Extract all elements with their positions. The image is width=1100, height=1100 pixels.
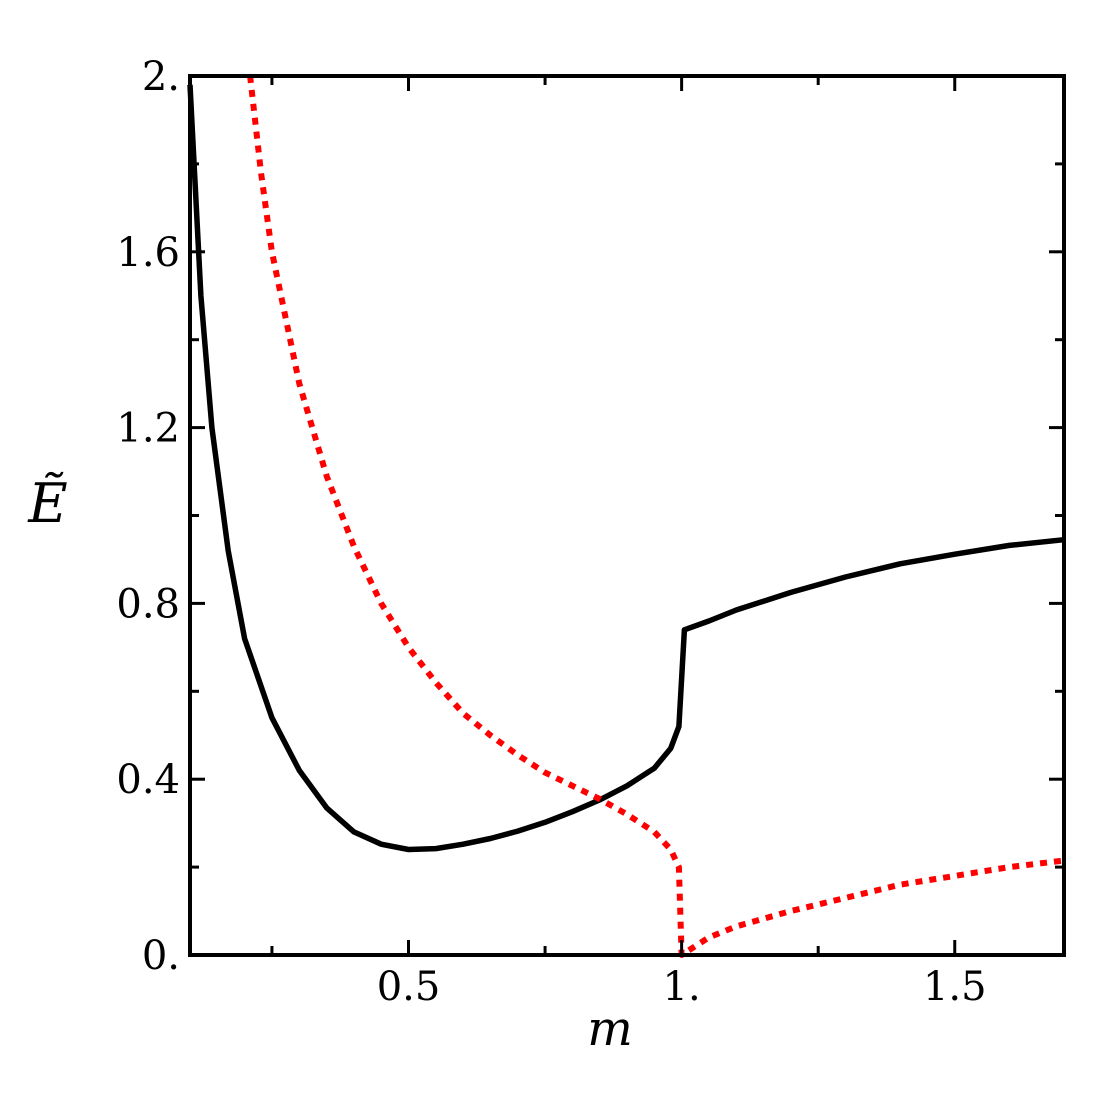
x-axis-label: m — [587, 1001, 633, 1057]
x-tick-label-1: 1. — [663, 964, 701, 1010]
x-tick-label-0: 0.5 — [377, 964, 441, 1010]
y-tick-label-4: 1.6 — [116, 230, 180, 276]
labels-layer: 0.5 1. 1.5 0. 0.4 0.8 1.2 1.6 2. — [116, 54, 986, 1010]
y-tick-label-0: 0. — [142, 933, 180, 979]
x-tick-label-2: 1.5 — [923, 964, 987, 1010]
series-layer — [187, 75, 1065, 958]
y-tick-label-2: 0.8 — [116, 581, 180, 627]
y-axis-label: Ẽ — [27, 471, 67, 535]
y-tick-label-3: 1.2 — [116, 406, 180, 452]
y-tick-label-5: 2. — [142, 54, 180, 100]
series-line-0 — [187, 84, 1065, 853]
series-line-1 — [247, 75, 1065, 958]
y-tick-label-1: 0.4 — [116, 757, 180, 803]
plot-frame — [188, 74, 1066, 957]
